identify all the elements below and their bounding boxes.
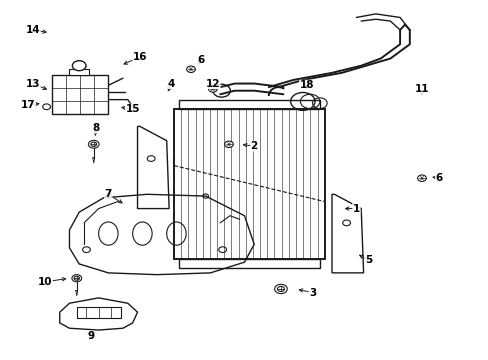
Text: 17: 17 (21, 100, 35, 110)
Circle shape (186, 66, 195, 72)
Circle shape (42, 104, 50, 110)
Text: 13: 13 (26, 78, 40, 89)
Text: 6: 6 (197, 55, 204, 65)
Text: 10: 10 (38, 277, 52, 287)
Text: 3: 3 (308, 288, 316, 297)
Text: 1: 1 (352, 203, 359, 213)
Circle shape (224, 141, 233, 148)
Text: 2: 2 (250, 141, 257, 151)
Bar (179, 100, 319, 109)
Text: 16: 16 (132, 52, 147, 62)
Text: 12: 12 (205, 78, 220, 89)
Text: 6: 6 (434, 173, 442, 183)
Text: 11: 11 (414, 84, 428, 94)
Text: 5: 5 (364, 255, 371, 265)
Text: 14: 14 (26, 25, 40, 35)
Circle shape (72, 275, 81, 282)
Bar (174, 109, 324, 258)
Text: 7: 7 (104, 189, 112, 199)
Bar (52, 75, 108, 114)
Circle shape (208, 86, 217, 92)
Circle shape (274, 284, 287, 294)
Circle shape (417, 175, 426, 181)
Text: 9: 9 (88, 332, 95, 342)
Bar (179, 258, 319, 267)
Text: 18: 18 (299, 80, 313, 90)
Circle shape (88, 140, 99, 148)
Bar (69, 69, 89, 75)
Text: 4: 4 (167, 78, 175, 89)
Circle shape (72, 61, 86, 71)
Text: 15: 15 (125, 104, 140, 114)
Text: 8: 8 (92, 123, 100, 133)
